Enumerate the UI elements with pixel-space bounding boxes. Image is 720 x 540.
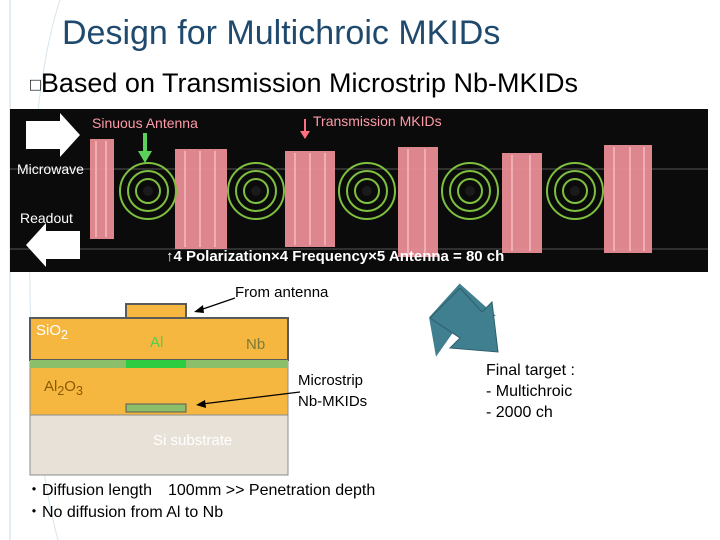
al2o3-text-b: O — [64, 378, 76, 395]
label-al: Al — [150, 334, 164, 351]
label-from-antenna: From antenna — [235, 284, 329, 301]
label-nb: Nb — [246, 336, 266, 353]
label-channel-count: ↑4 Polarization×4 Frequency×5 Antenna = … — [166, 248, 505, 265]
photo-art — [10, 113, 708, 267]
note-diffusion-length: ・Diffusion length 100mm >> Penetration d… — [26, 482, 376, 499]
label-si-substrate: Si substrate — [153, 432, 233, 449]
label-al2o3: Al2O3 — [44, 378, 83, 398]
label-sinuous-antenna: Sinuous Antenna — [92, 115, 198, 131]
sio2-subscript: 2 — [61, 328, 68, 342]
notes-list: ・Diffusion length 100mm >> Penetration d… — [26, 480, 375, 524]
label-sio2: SiO2 — [36, 322, 68, 342]
sio2-text: SiO — [36, 322, 62, 339]
final-target-title: Final target : — [486, 362, 575, 379]
subtitle-text: Based on Transmission Microstrip Nb-MKID… — [40, 68, 579, 98]
al2o3-sub2: 3 — [75, 384, 83, 398]
down-right-arrow-icon — [430, 288, 499, 353]
label-microstrip-line2: Nb-MKIDs — [298, 393, 368, 410]
label-microstrip-line1: Microstrip — [298, 372, 364, 389]
note-no-diffusion: ・No diffusion from Al to Nb — [26, 504, 224, 521]
final-target-channels: - 2000 ch — [486, 404, 553, 421]
detector-photo: Sinuous Antenna Transmission MKIDs Micro… — [10, 109, 708, 272]
al2o3-sub1: 2 — [57, 384, 65, 398]
final-target-multichroic: - Multichroic — [486, 383, 573, 400]
label-readout: Readout — [20, 210, 73, 226]
bullet-icon: □ — [30, 74, 41, 95]
slide-title: Design for Multichroic MKIDs — [62, 14, 501, 52]
al2o3-text-a: Al — [44, 378, 58, 395]
label-microwave: Microwave — [17, 161, 84, 177]
label-transmission-mkids: Transmission MKIDs — [313, 113, 442, 129]
slide-subtitle: □Based on Transmission Microstrip Nb-MKI… — [30, 68, 578, 99]
final-target: Final target : - Multichroic - 2000 ch — [486, 360, 575, 423]
